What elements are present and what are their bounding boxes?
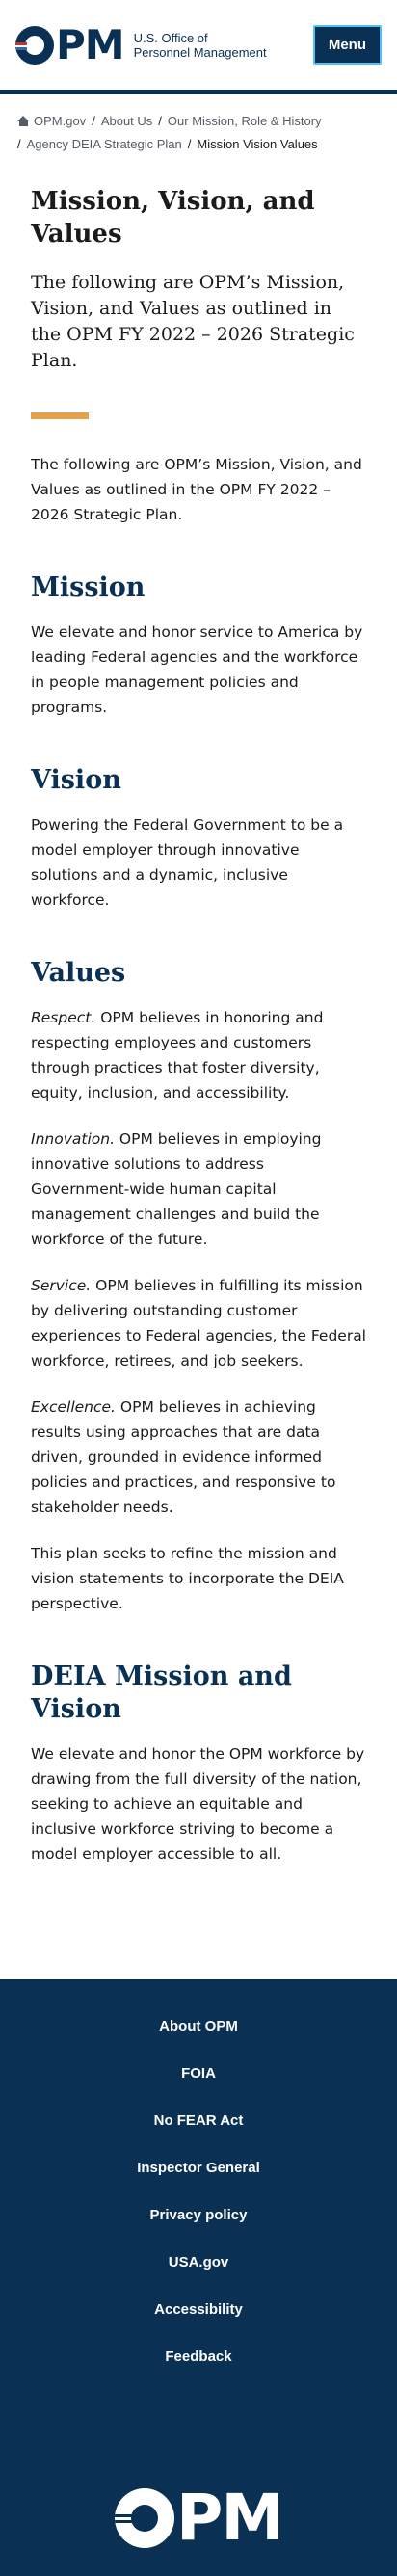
value-respect: Respect. OPM believes in honoring and re… — [31, 1005, 366, 1105]
value-term: Innovation. — [31, 1130, 115, 1148]
menu-button[interactable]: Menu — [312, 25, 382, 65]
accent-divider — [31, 412, 89, 419]
breadcrumb-separator: / — [158, 114, 162, 128]
deia-text: We elevate and honor the OPM workforce b… — [31, 1745, 365, 1863]
logo-mark: PM — [15, 21, 125, 68]
value-service: Service. OPM believes in fulfilling its … — [31, 1273, 366, 1373]
value-term: Excellence. — [31, 1398, 116, 1416]
footer-link-privacy[interactable]: Privacy policy — [149, 2207, 248, 2223]
intro-lead: The following are OPM’s Mission, Vision,… — [31, 272, 355, 371]
home-icon — [17, 116, 30, 126]
breadcrumb: OPM.gov / About Us / Our Mission, Role & His… — [0, 94, 397, 156]
footer-link-foia[interactable]: FOIA — [181, 2065, 216, 2082]
deia-heading: DEIA Mission and Vision — [31, 1661, 292, 1724]
breadcrumb-link-opm[interactable]: OPM.gov — [34, 114, 87, 128]
plan-text: This plan seeks to refine the mission an… — [31, 1545, 344, 1612]
breadcrumb-link-mission-role[interactable]: Our Mission, Role & History — [167, 114, 322, 128]
mission-heading: Mission — [31, 572, 146, 602]
footer-opm-logo[interactable]: PM — [114, 2481, 284, 2555]
value-text: OPM believes in fulfilling its mission b… — [31, 1277, 366, 1369]
footer-link-accessibility[interactable]: Accessibility — [154, 2301, 243, 2318]
logo-line-1: U.S. Office of — [133, 30, 208, 45]
value-excellence: Excellence. OPM believes in achieving re… — [31, 1394, 366, 1520]
value-term: Service. — [31, 1277, 92, 1294]
intro-body: The following are OPM’s Mission, Vision,… — [31, 456, 362, 523]
breadcrumb-separator: / — [187, 137, 192, 151]
values-heading: Values — [31, 958, 126, 988]
mission-text: We elevate and honor service to America … — [31, 624, 363, 716]
footer-link-about[interactable]: About OPM — [159, 2018, 238, 2034]
breadcrumb-separator: / — [92, 114, 95, 128]
footer-logo-letters: PM — [175, 2481, 284, 2555]
site-header: PM U.S. Office of Personnel Management M… — [0, 0, 397, 94]
logo-letters: PM — [56, 21, 125, 68]
value-text: OPM believes in employing innovative sol… — [31, 1130, 322, 1248]
page-title: Mission, Vision, and Values — [31, 187, 315, 249]
breadcrumb-link-deia-plan[interactable]: Agency DEIA Strategic Plan — [26, 137, 182, 151]
breadcrumb-separator: / — [17, 137, 21, 151]
footer-link-usa-gov[interactable]: USA.gov — [168, 2254, 229, 2271]
logo-text: U.S. Office of Personnel Management — [134, 31, 267, 60]
footer-link-inspector-general[interactable]: Inspector General — [137, 2160, 260, 2176]
vision-text: Powering the Federal Government to be a … — [31, 816, 344, 909]
value-term: Respect. — [31, 1009, 96, 1026]
main-content: Mission, Vision, and Values The followin… — [0, 156, 397, 1979]
value-text: OPM believes in honoring and respecting … — [31, 1009, 324, 1102]
footer-link-no-fear[interactable]: No FEAR Act — [153, 2112, 244, 2129]
footer-logo-o-icon — [114, 2487, 174, 2548]
logo-o-icon — [15, 25, 54, 65]
breadcrumb-link-about[interactable]: About Us — [100, 114, 153, 128]
value-text: OPM believes in achieving results using … — [31, 1398, 336, 1516]
logo-line-2: Personnel Management — [133, 44, 267, 60]
vision-heading: Vision — [31, 765, 121, 795]
value-innovation: Innovation. OPM believes in employing in… — [31, 1127, 366, 1252]
site-footer: About OPM FOIA No FEAR Act Inspector Gen… — [0, 1979, 397, 2576]
breadcrumb-current: Mission Vision Values — [197, 137, 318, 151]
opm-logo[interactable]: PM U.S. Office of Personnel Management — [15, 21, 267, 68]
footer-link-feedback[interactable]: Feedback — [165, 2349, 232, 2365]
